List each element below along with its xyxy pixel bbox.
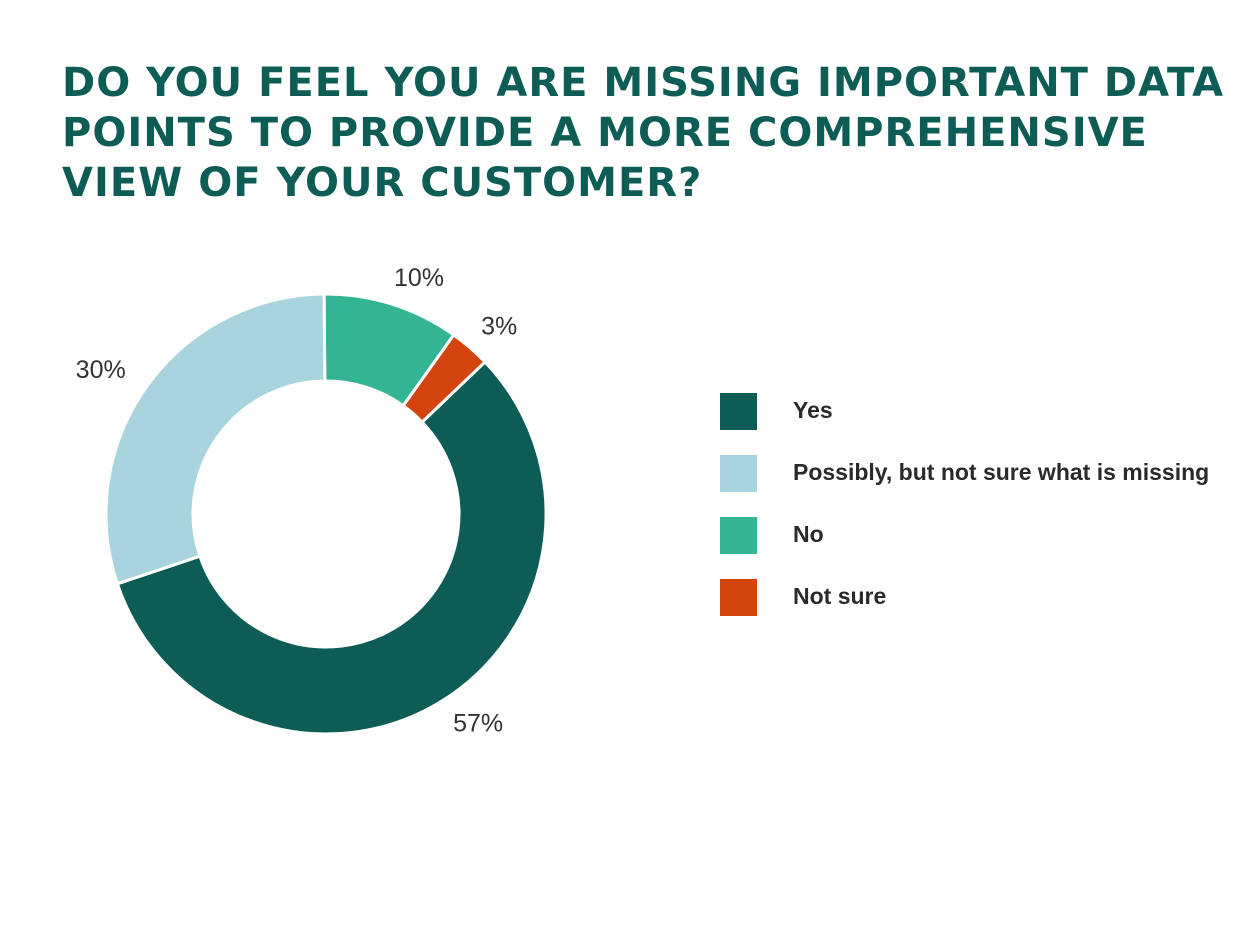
legend-label-no: No [793,521,824,547]
slice-label-yes: 57% [453,709,503,737]
donut-slice-yes [115,359,548,736]
legend-label-yes: Yes [793,397,833,423]
legend-swatch-not-sure [720,579,757,616]
donut-slice-possibly [104,292,327,586]
slice-label-not-sure: 3% [481,313,517,341]
legend-swatch-no [720,517,757,554]
donut-chart: 10% 3% 57% 30% [76,264,548,737]
chart-title: DO YOU FEEL YOU ARE MISSING IMPORTANT DA… [62,60,1225,206]
legend-label-possibly: Possibly, but not sure what is missing [793,459,1210,485]
legend-swatch-possibly [720,455,757,492]
slice-label-possibly: 30% [76,356,126,384]
slice-label-no: 10% [394,264,444,292]
legend-swatch-yes [720,393,757,430]
legend-label-not-sure: Not sure [793,583,887,609]
